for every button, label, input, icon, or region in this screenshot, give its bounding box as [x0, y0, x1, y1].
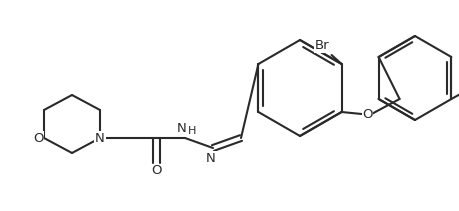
Text: N: N: [177, 122, 187, 134]
Text: O: O: [151, 165, 161, 177]
Text: O: O: [362, 107, 373, 120]
Text: H: H: [188, 126, 196, 136]
Text: N: N: [95, 131, 105, 145]
Text: Br: Br: [314, 39, 329, 53]
Text: N: N: [206, 151, 216, 165]
Text: O: O: [33, 131, 43, 145]
